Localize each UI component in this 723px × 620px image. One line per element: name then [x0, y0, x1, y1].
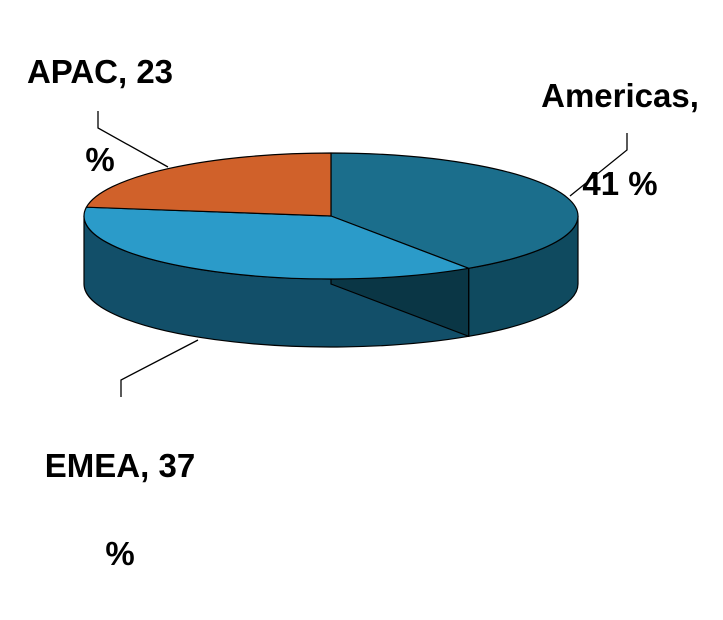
data-label-emea: EMEA, 37 %: [20, 400, 220, 620]
slice-apac: [85, 152, 332, 217]
slice-emea: [83, 206, 470, 280]
data-label-emea-line1: EMEA, 37: [44, 447, 196, 484]
data-label-apac: APAC, 23 %: [0, 6, 200, 226]
data-label-americas-line2: 41 %: [582, 165, 658, 202]
leader-line-emea: [120, 339, 199, 397]
pie-chart-svg: [83, 111, 628, 397]
data-label-apac-line2: %: [85, 141, 115, 178]
leader-line-americas: [569, 133, 628, 197]
data-label-americas-line1: Americas,: [541, 77, 699, 114]
pie-chart: Americas, 41 % EMEA, 37 % APAC, 23 %: [0, 6, 720, 572]
data-label-emea-line2: %: [105, 535, 135, 572]
slice-americas: [330, 152, 579, 269]
leader-line-apac: [97, 111, 169, 168]
data-label-apac-line1: APAC, 23: [26, 53, 174, 90]
data-label-americas: Americas, 41 %: [520, 30, 720, 250]
